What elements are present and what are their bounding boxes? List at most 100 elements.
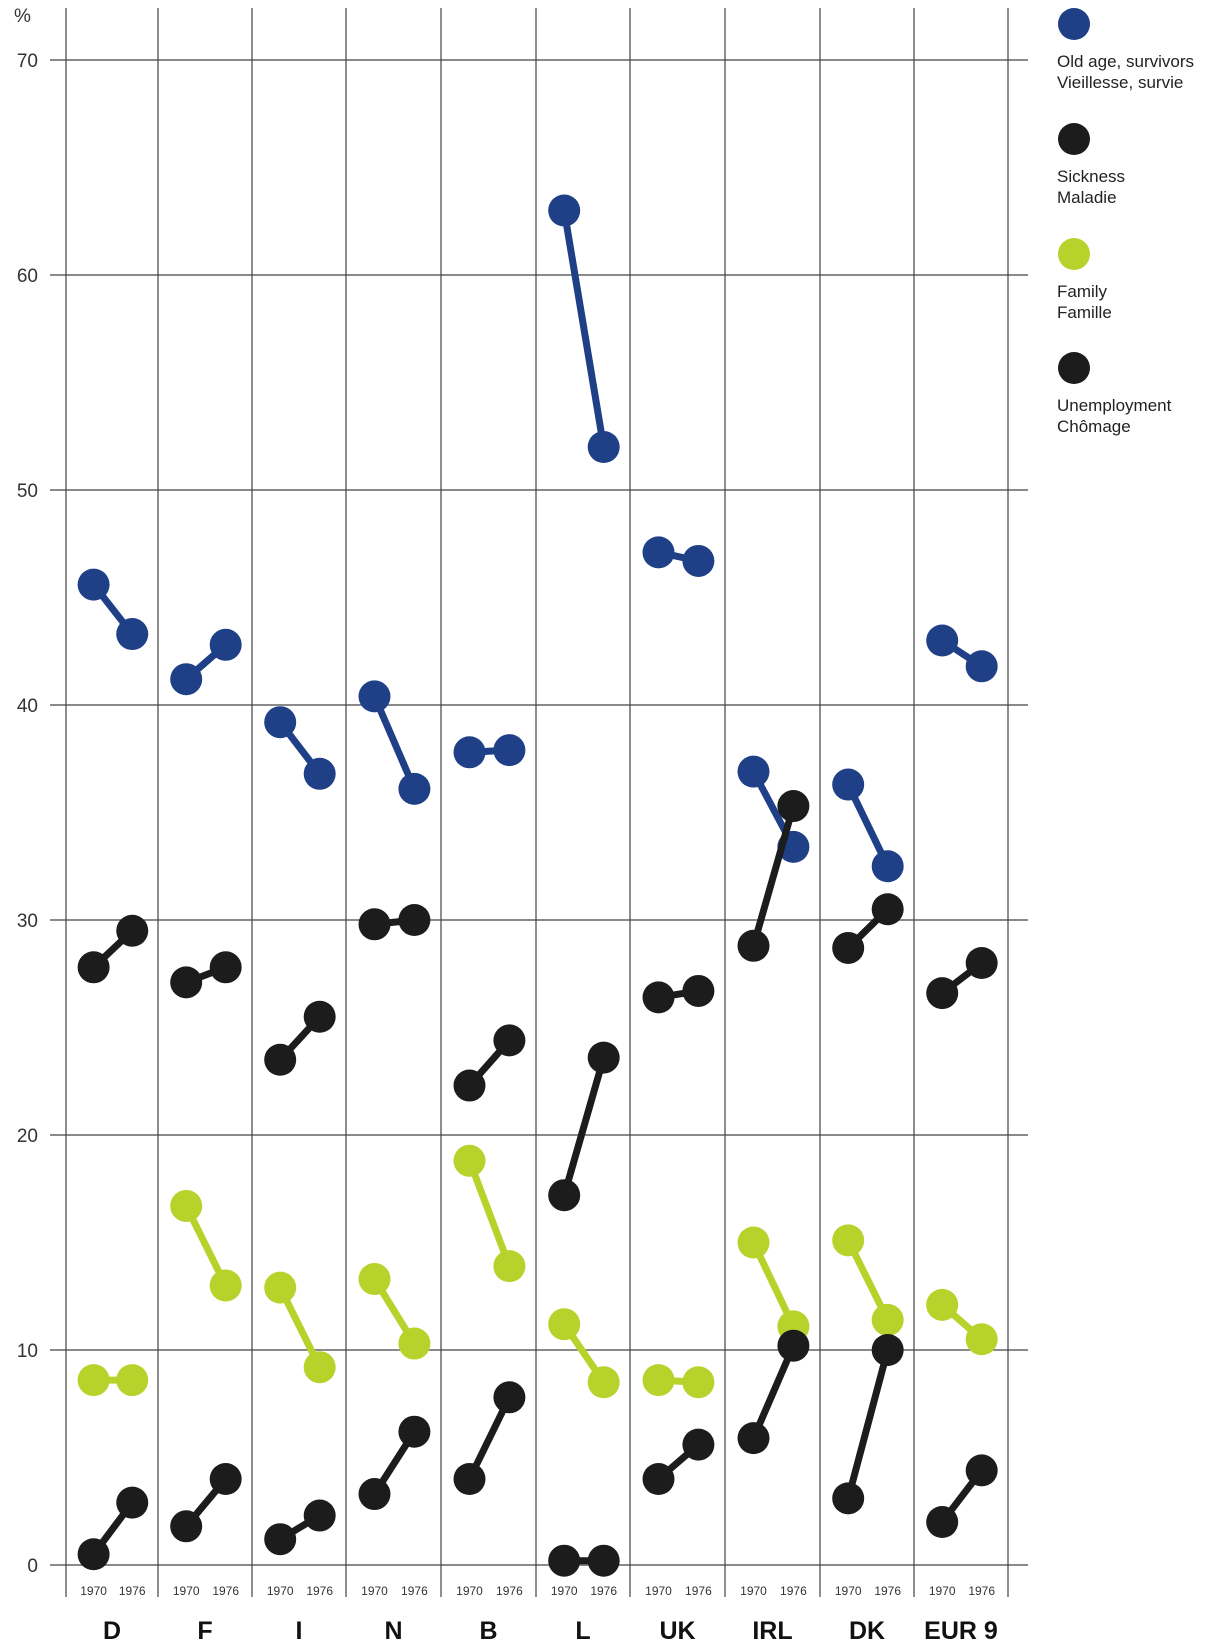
unemployment-connector (844, 1349, 892, 1500)
year-label: 1976 (306, 1584, 333, 1598)
year-label: 1970 (456, 1584, 483, 1598)
unemployment-point-1970 (358, 1478, 391, 1511)
sickness-point-1976 (493, 1024, 526, 1057)
year-label: 1970 (173, 1584, 200, 1598)
family-point-1976 (493, 1250, 526, 1283)
sickness-point-1970 (170, 966, 203, 999)
year-label: 1970 (835, 1584, 862, 1598)
unemployment-point-1976 (777, 1329, 810, 1362)
data-marks (77, 194, 998, 1577)
old_age-point-1976 (587, 431, 620, 463)
family-point-1970 (264, 1271, 297, 1304)
unemployment-point-1970 (170, 1510, 203, 1543)
y-axis: 0 10 20 30 40 50 60 70% (14, 6, 38, 1577)
year-label: 1970 (361, 1584, 388, 1598)
family-point-1970 (358, 1263, 391, 1296)
old_age-connector (371, 695, 418, 791)
family-point-1976 (965, 1323, 998, 1356)
family-point-1976 (871, 1303, 904, 1336)
country-label: EUR 9 (924, 1617, 998, 1645)
family-point-1976 (209, 1269, 242, 1302)
family-point-1970 (832, 1224, 865, 1257)
old_age-point-1976 (682, 544, 715, 577)
year-label: 1976 (496, 1584, 523, 1598)
year-label: 1976 (212, 1584, 239, 1598)
sickness-point-1970 (737, 929, 770, 962)
family-point-1970 (642, 1364, 675, 1397)
unemployment-point-1976 (116, 1486, 149, 1519)
legend-label-fr: Chômage (1057, 417, 1131, 436)
unemployment-point-1976 (965, 1454, 998, 1487)
year-label: 1970 (929, 1584, 956, 1598)
sickness-point-1976 (682, 974, 715, 1007)
legend-label-fr: Famille (1057, 303, 1112, 322)
old_age-point-1976 (871, 850, 904, 883)
year-label: 1970 (645, 1584, 672, 1598)
family-point-1970 (77, 1364, 110, 1397)
y-tick-label: 0 (27, 1556, 38, 1577)
family-point-1970 (548, 1308, 581, 1341)
year-label: 1970 (80, 1584, 107, 1598)
sickness-point-1976 (209, 951, 242, 984)
sickness-point-1976 (965, 947, 998, 979)
sickness-point-1976 (777, 790, 810, 823)
sickness-point-1970 (453, 1069, 486, 1102)
year-label: 1976 (874, 1584, 901, 1598)
sickness-connector (560, 1056, 608, 1197)
sickness-point-1970 (264, 1043, 297, 1076)
unemployment-point-1976 (493, 1381, 526, 1414)
old_age-point-1976 (303, 757, 336, 790)
unemployment-point-1970 (926, 1506, 959, 1538)
country-label: L (575, 1617, 590, 1645)
old_age-point-1970 (453, 736, 486, 769)
old_age-point-1970 (77, 568, 110, 601)
family-point-1970 (453, 1144, 486, 1177)
year-label: 1976 (780, 1584, 807, 1598)
legend-label-fr: Vieillesse, survie (1057, 73, 1183, 92)
country-label: DK (849, 1617, 885, 1645)
sickness-point-1976 (116, 914, 149, 947)
y-tick-label: 40 (17, 696, 38, 717)
y-tick-label: 60 (17, 266, 38, 287)
family-point-1976 (587, 1366, 620, 1399)
sickness-point-1976 (871, 893, 904, 926)
legend-label-en: Family (1057, 282, 1108, 301)
unemployment-point-1970 (642, 1463, 675, 1495)
sickness-point-1970 (77, 951, 110, 984)
sickness-point-1970 (358, 908, 391, 941)
country-label: IRL (752, 1617, 792, 1645)
y-tick-label: 50 (17, 481, 38, 502)
old_age-point-1970 (264, 706, 297, 739)
old_age-point-1970 (642, 536, 675, 569)
legend: Old age, survivors Vieillesse, survie Sick… (1057, 8, 1194, 436)
old_age-point-1976 (965, 650, 998, 683)
y-tick-label: 20 (17, 1126, 38, 1147)
old_age-point-1976 (116, 618, 149, 651)
y-tick-label: 10 (17, 1341, 38, 1362)
y-unit-label: % (14, 6, 31, 27)
old_age-point-1976 (209, 628, 242, 661)
legend-swatch-sickness (1058, 123, 1090, 155)
year-label: 1976 (401, 1584, 428, 1598)
old_age-point-1970 (358, 680, 391, 713)
sickness-point-1970 (642, 981, 675, 1014)
old_age-point-1970 (170, 663, 203, 696)
legend-label-en: Sickness (1057, 167, 1125, 186)
sickness-point-1976 (303, 1000, 336, 1033)
family-point-1976 (303, 1351, 336, 1384)
year-label: 1976 (590, 1584, 617, 1598)
unemployment-connector (750, 1344, 797, 1440)
country-label: N (384, 1617, 402, 1645)
old_age-point-1970 (832, 768, 865, 801)
unemployment-point-1970 (77, 1538, 110, 1571)
family-point-1976 (682, 1366, 715, 1399)
x-axis: 1970 1976 D 1970 1976 F 1970 1976 I 1970 1976 N 1970… (80, 1584, 998, 1645)
old_age-connector (560, 209, 608, 448)
unemployment-point-1970 (548, 1544, 581, 1577)
grid (50, 8, 1028, 1597)
unemployment-point-1970 (737, 1422, 770, 1455)
y-tick-label: 70 (17, 51, 38, 72)
old_age-point-1970 (737, 755, 770, 788)
family-point-1976 (398, 1327, 431, 1360)
